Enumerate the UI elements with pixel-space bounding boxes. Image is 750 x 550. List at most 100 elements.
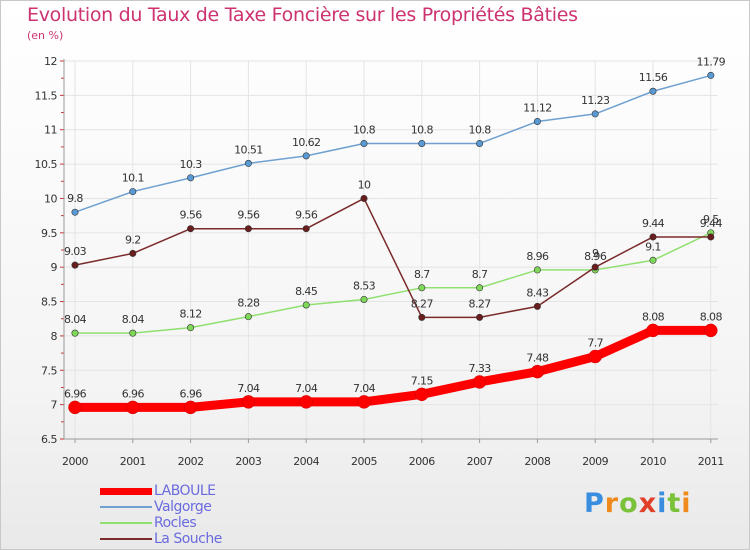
data-point (360, 295, 368, 303)
y-tick-label: 11.5 (35, 89, 58, 102)
data-point (472, 375, 487, 389)
logo-letter: x (638, 488, 658, 519)
data-point (415, 387, 429, 402)
data-point (244, 313, 252, 321)
data-point (476, 139, 484, 147)
data-point (360, 139, 368, 147)
data-point (588, 349, 602, 364)
y-tick-label: 12 (44, 55, 57, 68)
data-label: 10.8 (411, 123, 434, 136)
data-label: 8.7 (472, 268, 488, 281)
data-label: 10.3 (180, 158, 203, 171)
data-label: 8.27 (411, 297, 434, 310)
data-label: 9.1 (645, 240, 661, 253)
chart-subtitle: (en %) (27, 29, 64, 42)
y-tick-label: 7 (51, 399, 58, 412)
data-label: 10.8 (353, 123, 376, 136)
data-label: 11.56 (639, 71, 668, 84)
legend-swatch-laboule (100, 487, 152, 495)
data-point (591, 110, 599, 118)
data-label: 7.04 (237, 382, 260, 395)
logo-letter: i (657, 488, 668, 519)
data-point (591, 263, 599, 271)
y-tick-label: 9 (51, 261, 58, 274)
data-point (649, 87, 657, 95)
x-tick-label: 2009 (582, 455, 608, 468)
data-label: 9.56 (237, 209, 260, 222)
data-point (533, 266, 541, 274)
data-label: 7.33 (469, 362, 492, 375)
x-tick-label: 2005 (351, 455, 377, 468)
data-point (530, 364, 545, 379)
data-point (129, 249, 137, 257)
data-label: 7.7 (587, 337, 603, 350)
data-label: 9.56 (180, 209, 203, 222)
data-label: 9 (592, 247, 599, 260)
data-point (476, 313, 484, 321)
data-point (71, 261, 79, 269)
data-label: 8.04 (122, 313, 145, 326)
data-label: 7.15 (411, 374, 434, 387)
legend: LABOULE Valgorge Rocles La Souche (100, 483, 222, 547)
data-point (187, 174, 195, 182)
x-tick-label: 2008 (524, 455, 550, 468)
data-point (418, 139, 426, 147)
data-point (302, 152, 310, 160)
data-label: 8.08 (700, 310, 723, 323)
data-point (646, 323, 660, 338)
data-point (418, 284, 426, 292)
data-label: 8.27 (469, 297, 492, 310)
logo-letter: i (681, 488, 692, 519)
data-point (129, 188, 137, 196)
data-label: 6.96 (180, 387, 203, 400)
data-label: 8.12 (180, 308, 202, 321)
data-point (68, 400, 82, 415)
x-tick-label: 2001 (120, 455, 146, 468)
chart-title: Evolution du Taux de Taxe Foncière sur l… (27, 4, 578, 26)
legend-swatch-rocles (100, 522, 152, 524)
data-label: 8.96 (526, 250, 549, 263)
data-label: 8.08 (642, 310, 665, 323)
data-point (649, 233, 657, 241)
data-label: 8.96 (584, 250, 607, 263)
series-line-rocles (74, 232, 712, 334)
data-point (71, 329, 79, 337)
data-label: 7.04 (295, 382, 318, 395)
legend-label-rocles: Rocles (154, 515, 197, 531)
logo-letter: o (619, 488, 639, 519)
data-label: 9.44 (700, 217, 723, 230)
x-tick-label: 2010 (640, 455, 666, 468)
data-point (241, 395, 256, 409)
data-label: 8.04 (64, 313, 87, 326)
y-tick-label: 10.5 (35, 158, 58, 171)
data-label: 8.28 (237, 297, 260, 310)
logo-letter: t (667, 488, 682, 519)
data-point (129, 329, 137, 337)
data-point (244, 225, 252, 233)
data-point (299, 395, 313, 409)
legend-swatch-valgorge (100, 506, 152, 508)
data-point (302, 301, 310, 309)
proxiti-logo: Proxiti (584, 488, 692, 519)
x-tick-label: 2003 (235, 455, 261, 468)
y-tick-label: 7.5 (41, 364, 57, 377)
y-tick-label: 10 (44, 192, 57, 205)
data-point (533, 117, 541, 125)
data-point (183, 400, 198, 415)
data-label: 6.96 (122, 387, 145, 400)
legend-item-laboule: LABOULE (100, 483, 222, 499)
data-label: 10.51 (234, 143, 263, 156)
x-tick-label: 2007 (467, 455, 493, 468)
data-label: 9.8 (67, 192, 83, 205)
legend-item-valgorge: Valgorge (100, 499, 222, 515)
data-label: 10.1 (122, 172, 144, 185)
data-point (360, 194, 368, 202)
data-label: 9.03 (64, 245, 87, 258)
logo-letter: P (584, 488, 605, 519)
data-label: 7.04 (353, 382, 376, 395)
data-label: 8.7 (414, 268, 430, 281)
series-line-la-souche (74, 197, 712, 319)
data-point (244, 159, 252, 167)
x-tick-label: 2011 (698, 455, 724, 468)
